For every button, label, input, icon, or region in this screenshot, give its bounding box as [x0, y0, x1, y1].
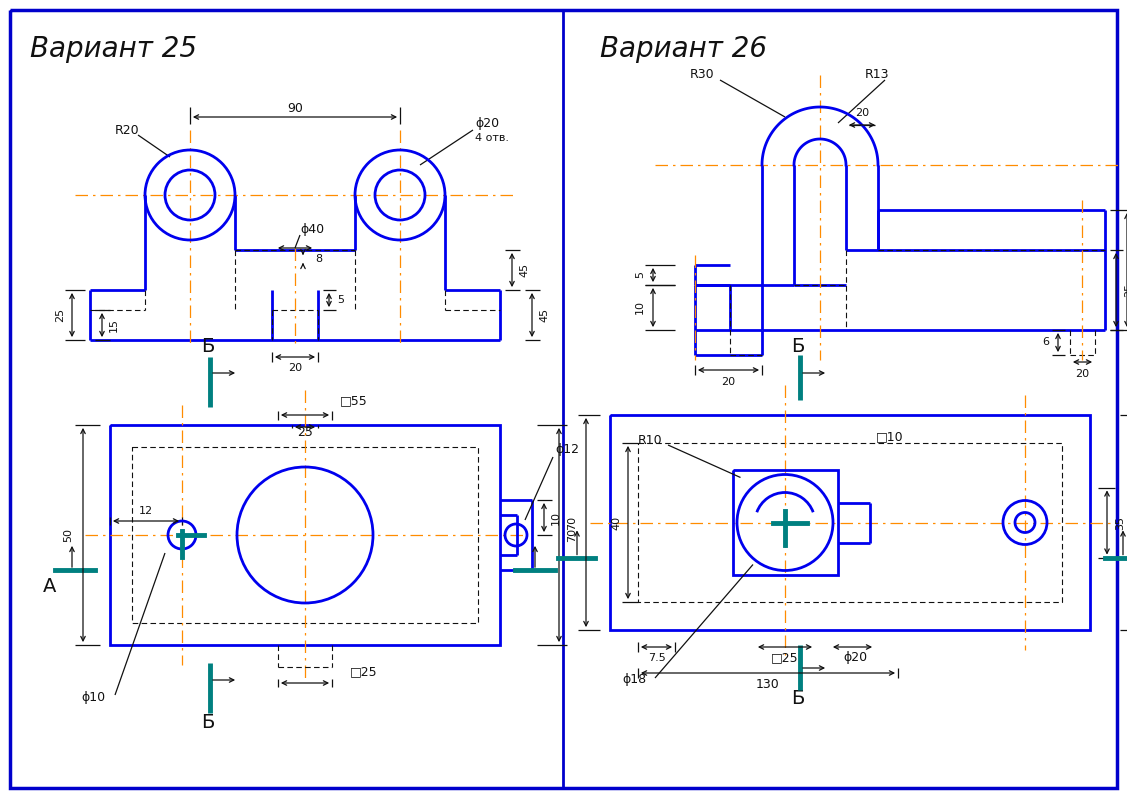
Text: 15: 15 — [109, 318, 119, 332]
Text: 45: 45 — [520, 263, 529, 277]
Text: 10: 10 — [635, 300, 645, 314]
Text: □10: □10 — [876, 430, 903, 444]
Text: ϕ20: ϕ20 — [474, 117, 499, 129]
Text: Вариант 25: Вариант 25 — [30, 35, 197, 63]
Text: R20: R20 — [115, 124, 140, 136]
Text: А: А — [43, 578, 56, 596]
Text: Б: Б — [202, 713, 214, 733]
Text: R30: R30 — [690, 69, 715, 81]
Text: Б: Б — [791, 338, 805, 357]
Text: 25: 25 — [1124, 283, 1127, 297]
Text: 40: 40 — [611, 516, 621, 530]
Text: 25: 25 — [298, 426, 313, 440]
Text: ϕ12: ϕ12 — [554, 444, 579, 456]
Text: ϕ20: ϕ20 — [843, 651, 867, 665]
Text: Б: Б — [202, 338, 214, 357]
Text: 6: 6 — [1042, 337, 1049, 347]
Text: 20: 20 — [721, 377, 736, 387]
Text: R10: R10 — [638, 433, 663, 447]
Text: Вариант 26: Вариант 26 — [600, 35, 767, 63]
Text: 5: 5 — [337, 295, 345, 305]
Text: 20: 20 — [1075, 369, 1090, 379]
Text: 12: 12 — [139, 506, 153, 516]
Text: 20: 20 — [855, 108, 869, 118]
Text: ϕ10: ϕ10 — [81, 690, 105, 704]
Text: 130: 130 — [756, 678, 780, 692]
Text: 70: 70 — [567, 528, 577, 542]
Text: 20: 20 — [287, 363, 302, 373]
Text: 50: 50 — [63, 528, 73, 542]
Text: □25: □25 — [350, 666, 378, 678]
Text: 7.5: 7.5 — [648, 653, 665, 663]
Text: 25: 25 — [55, 308, 65, 322]
Text: ϕ40: ϕ40 — [300, 223, 325, 236]
Text: □55: □55 — [340, 394, 367, 408]
Text: 5: 5 — [635, 271, 645, 279]
Text: □25: □25 — [771, 651, 799, 665]
Text: Б: Б — [791, 689, 805, 708]
Text: 8: 8 — [316, 254, 322, 264]
Text: R13: R13 — [866, 69, 889, 81]
Text: 4 отв.: 4 отв. — [474, 133, 509, 143]
Text: 10: 10 — [551, 511, 561, 525]
Text: ϕ18: ϕ18 — [622, 674, 646, 686]
Text: 90: 90 — [287, 102, 303, 116]
Text: 45: 45 — [539, 308, 549, 322]
Text: 70: 70 — [567, 516, 577, 530]
Text: 35: 35 — [1115, 516, 1125, 530]
